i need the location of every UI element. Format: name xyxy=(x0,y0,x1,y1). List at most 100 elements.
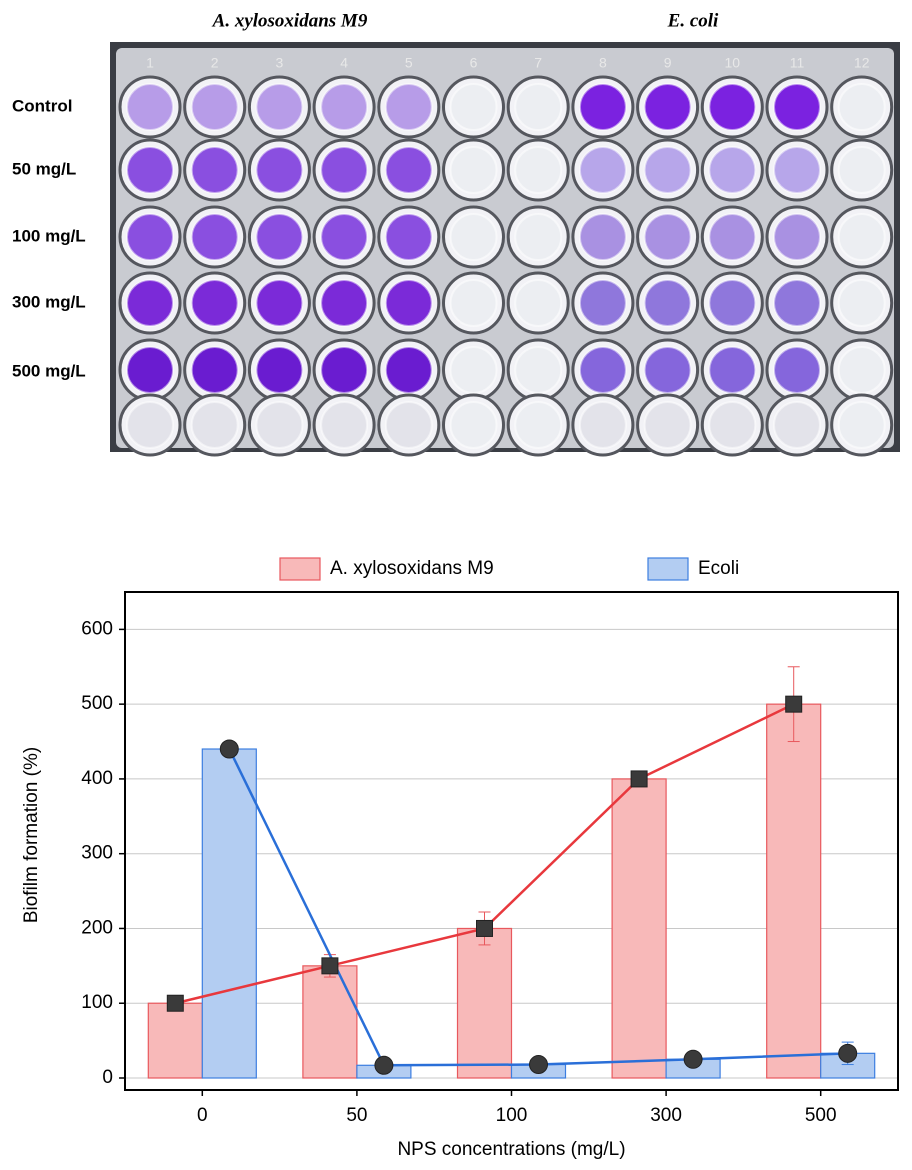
x-tick-label: 300 xyxy=(650,1105,682,1126)
well xyxy=(580,84,626,130)
well xyxy=(515,84,561,130)
well xyxy=(645,147,691,193)
marker xyxy=(684,1050,702,1068)
legend-swatch xyxy=(648,558,688,580)
column-number: 12 xyxy=(854,55,870,71)
well xyxy=(709,214,755,260)
well xyxy=(645,402,691,448)
well xyxy=(192,280,238,326)
well xyxy=(709,147,755,193)
well xyxy=(774,402,820,448)
well xyxy=(386,147,432,193)
well xyxy=(386,84,432,130)
legend-label: A. xylosoxidans M9 xyxy=(330,558,494,579)
well xyxy=(774,347,820,393)
x-tick-label: 100 xyxy=(496,1105,528,1126)
marker xyxy=(167,995,183,1011)
well xyxy=(839,347,885,393)
well xyxy=(386,347,432,393)
page: A. xylosoxidans M9E. coli123456789101112… xyxy=(0,0,912,1170)
row-label: 100 mg/L xyxy=(12,226,86,245)
marker xyxy=(220,740,238,758)
y-tick-label: 200 xyxy=(81,917,113,938)
well xyxy=(192,214,238,260)
well xyxy=(774,280,820,326)
well xyxy=(256,147,302,193)
well xyxy=(321,147,367,193)
marker xyxy=(477,920,493,936)
marker xyxy=(375,1056,393,1074)
well xyxy=(451,214,497,260)
well xyxy=(386,402,432,448)
well xyxy=(127,280,173,326)
well xyxy=(127,402,173,448)
bar xyxy=(612,779,666,1078)
marker xyxy=(786,696,802,712)
well xyxy=(839,214,885,260)
bar xyxy=(767,704,821,1078)
bar xyxy=(458,928,512,1078)
well xyxy=(515,402,561,448)
y-tick-label: 500 xyxy=(81,693,113,714)
column-number: 4 xyxy=(340,55,348,71)
well xyxy=(321,402,367,448)
column-number: 10 xyxy=(725,55,741,71)
well xyxy=(580,347,626,393)
row-label: 500 mg/L xyxy=(12,361,86,380)
column-number: 1 xyxy=(146,55,154,71)
well xyxy=(321,214,367,260)
bar xyxy=(148,1003,202,1078)
marker xyxy=(631,771,647,787)
well xyxy=(386,214,432,260)
y-tick-label: 100 xyxy=(81,992,113,1013)
legend-label: Ecoli xyxy=(698,558,739,579)
row-label: Control xyxy=(12,96,72,115)
column-number: 7 xyxy=(534,55,542,71)
strain-label: A. xylosoxidans M9 xyxy=(212,10,368,31)
well xyxy=(774,84,820,130)
well xyxy=(451,347,497,393)
bar xyxy=(303,966,357,1078)
x-tick-label: 500 xyxy=(805,1105,837,1126)
figure: A. xylosoxidans M9E. coli123456789101112… xyxy=(0,0,912,1170)
x-tick-label: 0 xyxy=(197,1105,208,1126)
well xyxy=(256,214,302,260)
well xyxy=(709,402,755,448)
well xyxy=(256,347,302,393)
y-tick-label: 400 xyxy=(81,768,113,789)
row-label: 50 mg/L xyxy=(12,159,76,178)
well xyxy=(774,147,820,193)
marker xyxy=(322,958,338,974)
well xyxy=(256,84,302,130)
column-number: 11 xyxy=(790,55,805,71)
y-axis-label: Biofilm formation (%) xyxy=(21,747,42,923)
row-label: 300 mg/L xyxy=(12,292,86,311)
well xyxy=(709,280,755,326)
well xyxy=(127,347,173,393)
well xyxy=(192,347,238,393)
well xyxy=(127,214,173,260)
well xyxy=(580,147,626,193)
well xyxy=(515,347,561,393)
column-number: 3 xyxy=(276,55,284,71)
well xyxy=(645,347,691,393)
x-axis-label: NPS concentrations (mg/L) xyxy=(397,1139,625,1160)
well xyxy=(321,84,367,130)
well xyxy=(515,147,561,193)
well xyxy=(256,402,302,448)
well xyxy=(321,280,367,326)
column-number: 5 xyxy=(405,55,413,71)
well xyxy=(839,402,885,448)
marker xyxy=(530,1056,548,1074)
column-number: 6 xyxy=(470,55,478,71)
well xyxy=(580,214,626,260)
y-tick-label: 300 xyxy=(81,843,113,864)
column-number: 8 xyxy=(599,55,607,71)
well xyxy=(645,214,691,260)
strain-label: E. coli xyxy=(667,10,719,31)
well xyxy=(192,402,238,448)
well xyxy=(839,147,885,193)
y-tick-label: 600 xyxy=(81,618,113,639)
well xyxy=(580,280,626,326)
well xyxy=(645,280,691,326)
